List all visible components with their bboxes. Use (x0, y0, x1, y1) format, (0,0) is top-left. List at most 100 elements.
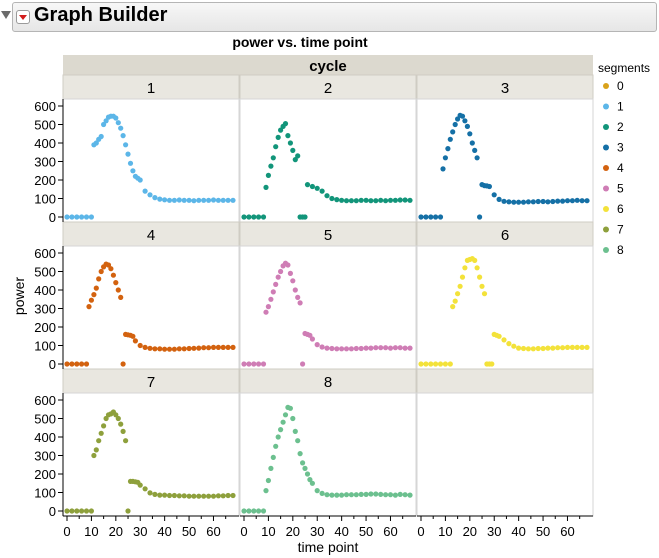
point-cycle1-2 (74, 214, 80, 220)
point-cycle7-26 (142, 486, 148, 492)
point-cycle3-38 (555, 198, 561, 204)
point-cycle7-44 (230, 492, 236, 499)
point-cycle7-1 (69, 508, 75, 514)
point-cycle6-38 (555, 345, 561, 351)
point-cycle3-27 (501, 198, 507, 204)
point-cycle2-17 (292, 157, 298, 163)
point-cycle8-6 (265, 477, 271, 484)
legend-marker-5 (603, 185, 609, 192)
point-cycle4-14 (108, 266, 114, 272)
point-cycle5-27 (324, 345, 330, 351)
disclosure-triangle-icon[interactable] (1, 11, 11, 19)
point-cycle1-29 (157, 196, 163, 202)
point-cycle4-37 (196, 345, 202, 351)
panel-label-2: 2 (324, 80, 332, 97)
red-triangle-menu-icon[interactable] (16, 10, 30, 24)
point-cycle4-29 (157, 346, 163, 352)
y-tick-label-600: 600 (34, 99, 56, 114)
y-tick-label-400: 400 (34, 136, 56, 151)
point-cycle8-43 (402, 492, 408, 498)
point-cycle7-5 (88, 508, 94, 514)
point-cycle4-33 (176, 346, 182, 352)
point-cycle4-13 (105, 262, 112, 268)
point-cycle5-41 (392, 345, 398, 351)
point-cycle4-40 (210, 344, 217, 350)
point-cycle1-30 (162, 197, 168, 203)
point-cycle5-18 (295, 294, 301, 300)
point-cycle1-10 (101, 121, 107, 128)
point-cycle7-19 (123, 438, 129, 444)
point-cycle5-6 (265, 304, 271, 310)
point-cycle6-1 (423, 361, 429, 367)
point-cycle7-20 (125, 508, 131, 514)
point-cycle5-39 (383, 345, 389, 351)
x-tick-label-60: 60 (383, 524, 397, 539)
point-cycle1-20 (125, 151, 131, 157)
x-tick-label-60: 60 (560, 524, 574, 539)
legend-label-2: 2 (617, 120, 624, 134)
point-cycle6-42 (574, 344, 580, 350)
panel-label-6: 6 (501, 227, 509, 244)
point-cycle4-19 (120, 361, 126, 367)
point-cycle3-30 (516, 199, 522, 205)
point-cycle6-6 (447, 361, 453, 367)
point-cycle1-27 (147, 192, 153, 198)
point-cycle3-0 (418, 214, 424, 220)
point-cycle2-24 (314, 185, 320, 191)
point-cycle4-38 (201, 345, 207, 351)
point-cycle1-15 (113, 115, 119, 121)
legend-marker-3 (603, 144, 609, 151)
point-cycle8-15 (287, 405, 293, 411)
point-cycle3-10 (452, 121, 458, 128)
point-cycle3-34 (535, 198, 541, 205)
point-cycle5-36 (368, 345, 374, 351)
point-cycle2-2 (251, 214, 257, 220)
point-cycle3-2 (428, 214, 434, 220)
point-cycle8-4 (260, 508, 267, 514)
point-cycle1-4 (83, 214, 90, 220)
point-cycle2-11 (278, 127, 284, 133)
point-cycle1-43 (225, 197, 231, 203)
point-cycle2-30 (343, 198, 350, 204)
point-cycle2-43 (407, 197, 413, 203)
legend-title: segments (598, 61, 650, 75)
panel-label-8: 8 (324, 374, 332, 391)
point-cycle3-7 (445, 146, 451, 152)
point-cycle3-35 (540, 198, 546, 205)
point-cycle8-24 (309, 480, 315, 486)
point-cycle4-41 (215, 344, 221, 350)
y-tick-label-0: 0 (49, 210, 56, 225)
point-cycle1-39 (206, 197, 212, 203)
point-cycle2-10 (275, 134, 281, 140)
point-cycle6-19 (479, 283, 485, 289)
point-cycle6-8 (452, 298, 458, 304)
x-tick-label-40: 40 (511, 524, 525, 539)
y-tick-label-500: 500 (34, 265, 56, 280)
point-cycle8-20 (300, 460, 306, 466)
panel-header-1 (62, 74, 240, 100)
point-cycle7-29 (157, 492, 163, 498)
point-cycle1-18 (120, 133, 126, 139)
point-cycle1-26 (142, 188, 148, 194)
point-cycle7-36 (191, 493, 197, 499)
point-cycle8-34 (358, 491, 364, 497)
wrap-header (63, 55, 593, 75)
point-cycle8-3 (256, 508, 262, 514)
point-cycle7-7 (93, 447, 99, 453)
point-cycle6-10 (457, 283, 463, 289)
point-cycle2-9 (273, 144, 279, 150)
point-cycle3-31 (520, 199, 527, 205)
point-cycle3-40 (564, 198, 571, 204)
point-cycle6-32 (525, 346, 532, 352)
point-cycle5-2 (251, 361, 257, 367)
y-tick-label-100: 100 (34, 486, 56, 501)
point-cycle5-7 (268, 296, 274, 302)
x-tick-label-0: 0 (417, 524, 424, 539)
point-cycle8-41 (392, 492, 398, 498)
point-cycle1-0 (64, 214, 70, 220)
panel-label-5: 5 (324, 227, 332, 244)
y-tick-label-0: 0 (49, 357, 56, 372)
y-tick-label-100: 100 (34, 339, 56, 354)
point-cycle2-7 (268, 163, 274, 169)
point-cycle7-37 (196, 493, 202, 499)
